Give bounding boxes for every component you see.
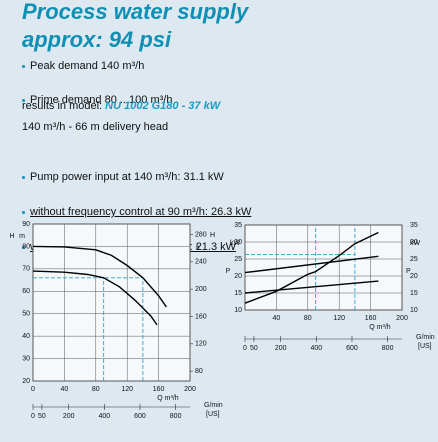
x-tick-label: 200 [184, 386, 196, 393]
y2-tick-label: 240 [195, 259, 207, 266]
bullet: without frequency control at 90 m³/h: 26… [22, 205, 438, 219]
curve [32, 245, 167, 308]
result-prefix: results in model: [22, 100, 103, 112]
x2-tick-label: 400 [310, 345, 322, 352]
plot-area [244, 224, 403, 311]
x-tick-label: 40 [61, 386, 69, 393]
title: approx: 94 psi [22, 27, 172, 52]
y2-tick-label: 80 [195, 368, 203, 375]
y-tick-label: 60 [22, 288, 30, 295]
x2-tick-label: 800 [382, 345, 394, 352]
y-tick-label: 35 [234, 222, 242, 229]
bullet: Prime demand 80 .. 100 m³/h [22, 93, 438, 107]
x2-unit: [US] [206, 411, 220, 418]
x-tick-label: 120 [333, 315, 345, 322]
y2-unit: ft. [196, 245, 202, 252]
y-tick-label: 30 [22, 355, 30, 362]
y-unit: kW [230, 240, 241, 247]
y2-tick-label: 35 [410, 222, 418, 229]
y2-tick-label: 30 [410, 239, 418, 246]
bullet: Peak demand 140 m³/h [22, 59, 438, 73]
model: NU 1002 G180 - 37 kW [105, 100, 221, 112]
x2-tick-label: 0 [243, 345, 247, 352]
y-tick-label: 90 [22, 221, 30, 228]
y2-tick-label: 200 [195, 286, 207, 293]
y2-unit: kW [410, 240, 421, 247]
x-tick-label: 120 [121, 386, 133, 393]
y2-tick-label: 280 [195, 231, 207, 238]
y-tick-label: 70 [22, 266, 30, 273]
x2-tick-label: 600 [346, 345, 358, 352]
x2-unit: [US] [418, 343, 432, 350]
curve [244, 280, 379, 294]
x2-label: G/min [204, 402, 223, 409]
x2-tick-label: 400 [98, 413, 110, 420]
y2-tick-label: 10 [410, 307, 418, 314]
y-tick-label: 25 [234, 256, 242, 263]
x2-tick-label: 50 [38, 413, 46, 420]
y2-tick-label: 20 [410, 273, 418, 280]
x2-label: G/min [416, 334, 435, 341]
y2-label: H [210, 232, 215, 239]
y-tick-label: 20 [22, 378, 30, 385]
curve [244, 255, 379, 274]
y-tick-label: 15 [234, 290, 242, 297]
result-line: results in model: NU 1002 G180 - 37 kW [22, 99, 220, 113]
plot-area [32, 223, 191, 382]
bullet: Pump power input at 140 m³/h: 31.1 kW [22, 170, 438, 184]
x-tick-label: 80 [304, 315, 312, 322]
x-tick-label: 40 [273, 315, 281, 322]
x-tick-label: 80 [92, 386, 100, 393]
y-unit: m [19, 233, 25, 240]
title: Process water supply [22, 0, 249, 24]
x2-tick-label: 200 [275, 345, 287, 352]
x-label: Q m³/h [369, 324, 390, 331]
y-tick-label: 10 [234, 307, 242, 314]
y-tick-label: 50 [22, 311, 30, 318]
curve [32, 270, 158, 326]
x2-tick-label: 600 [134, 413, 146, 420]
duty-point: 140 m³/h - 66 m delivery head [22, 121, 169, 133]
x-tick-label: 0 [31, 386, 35, 393]
curve [244, 231, 379, 304]
x2-tick-label: 50 [250, 345, 258, 352]
y-tick-label: 20 [234, 273, 242, 280]
y-tick-label: 80 [22, 243, 30, 250]
y-tick-label: 40 [22, 333, 30, 340]
y-tick-label: 30 [234, 239, 242, 246]
x-tick-label: 160 [365, 315, 377, 322]
y-label: P [226, 268, 231, 275]
x2-tick-label: 0 [31, 413, 35, 420]
y2-tick-label: 15 [410, 290, 418, 297]
x-tick-label: 160 [153, 386, 165, 393]
y2-label: P [406, 268, 411, 275]
y2-tick-label: 25 [410, 256, 418, 263]
x2-tick-label: 200 [63, 413, 75, 420]
y2-tick-label: 160 [195, 313, 207, 320]
y-label: H [9, 233, 14, 240]
x-tick-label: 200 [396, 315, 408, 322]
x2-tick-label: 800 [170, 413, 182, 420]
x-label: Q m³/h [157, 395, 178, 402]
y2-tick-label: 120 [195, 341, 207, 348]
